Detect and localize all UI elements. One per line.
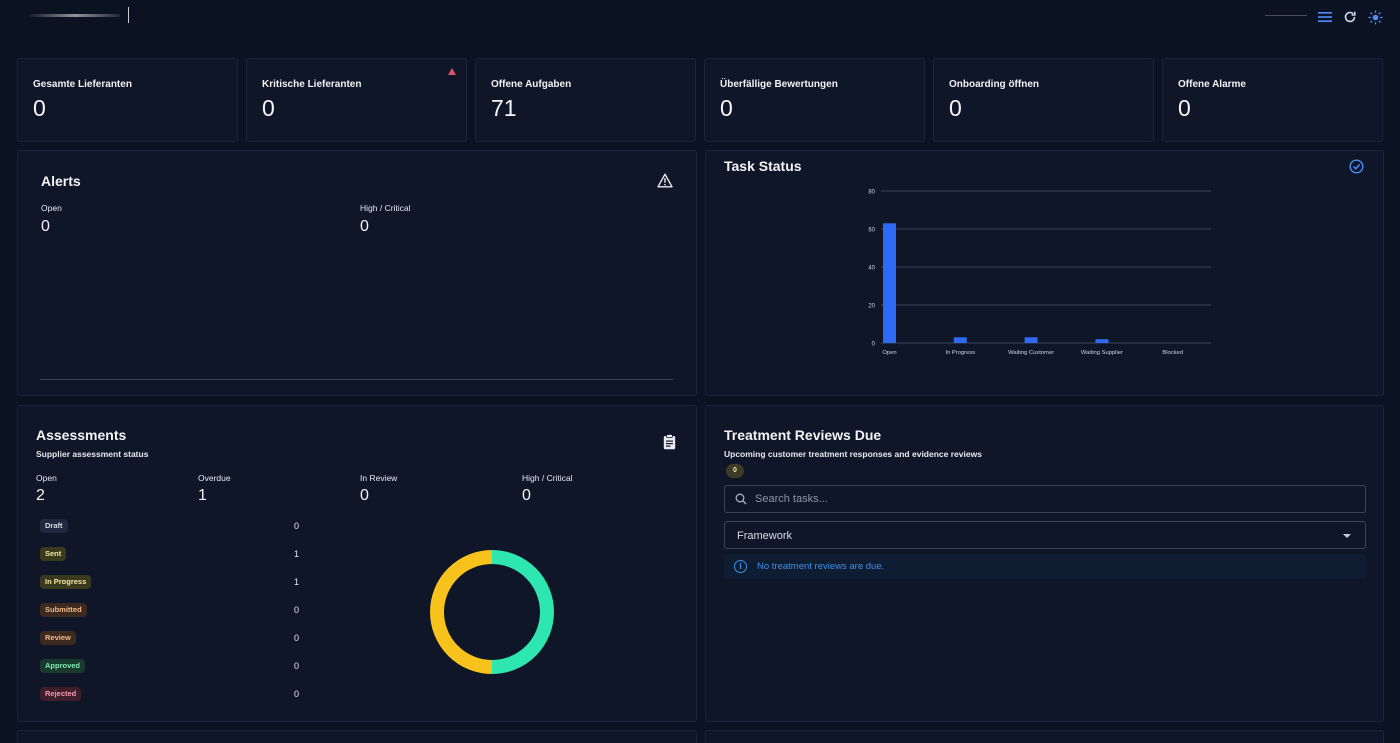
assessment-donut-chart [430,550,554,674]
kpi-overdue-value: 1 [198,487,207,504]
bar[interactable] [883,223,896,343]
status-pill[interactable]: Review [40,631,76,645]
empty-state-alert: i No treatment reviews are due. [724,554,1366,579]
clipboard-icon[interactable] [663,434,676,450]
alerts-baseline [40,379,673,380]
bottom-right-panel [705,730,1384,743]
status-pill[interactable]: In Progress [40,575,92,589]
donut-slice[interactable] [491,550,554,674]
stat-value: 0 [1178,95,1191,121]
stat-card-open-tasks[interactable]: Offene Aufgaben 71 [475,58,696,142]
status-count: 0 [294,689,300,699]
search-box[interactable] [724,485,1366,513]
stat-card-overdue-assessments[interactable]: Überfällige Bewertungen 0 [704,58,925,142]
alerts-high-label: High / Critical [360,203,411,213]
y-tick-label: 40 [868,266,875,272]
treatment-count-badge: 0 [726,464,744,478]
check-circle-icon[interactable] [1349,159,1364,174]
stat-card-open-alarms[interactable]: Offene Alarme 0 [1162,58,1383,142]
status-pill[interactable]: Approved [40,659,86,673]
stat-card-open-onboarding[interactable]: Onboarding öffnen 0 [933,58,1154,142]
menu-icon[interactable] [1316,8,1334,26]
stat-card-total-suppliers[interactable]: Gesamte Lieferanten 0 [17,58,238,142]
treatment-reviews-panel: Treatment Reviews Due Upcoming customer … [705,405,1384,722]
warning-icon [448,68,456,75]
assessments-subtitle: Supplier assessment status [36,449,149,459]
donut-slice[interactable] [430,550,493,674]
x-tick-label: Open [882,350,896,356]
status-count: 0 [294,633,300,643]
stat-card-critical-suppliers[interactable]: Kritische Lieferanten 0 [246,58,467,142]
status-pill[interactable]: Draft [40,519,68,533]
task-status-chart: 0 20 40 60 80 Open In Progress Waiting Customer… [868,190,1211,356]
refresh-icon[interactable] [1341,8,1359,26]
empty-state-message: No treatment reviews are due. [757,561,885,572]
status-count: 1 [294,577,300,587]
kpi-in-review-label: In Review [360,473,398,483]
stat-value: 0 [949,95,962,121]
stat-label: Überfällige Bewertungen [720,79,838,90]
status-count: 0 [294,605,300,615]
stat-value: 0 [262,95,275,121]
chevron-down-icon [1343,534,1351,538]
bar[interactable] [1095,339,1109,343]
info-icon: i [734,560,747,573]
stat-value: 0 [720,95,733,121]
search-icon [735,492,747,505]
stat-label: Onboarding öffnen [949,79,1039,90]
alerts-title: Alerts [41,173,81,189]
stat-label: Offene Aufgaben [491,79,572,90]
task-status-title: Task Status [724,158,802,174]
assessments-panel: Assessments Supplier assessment status O… [17,405,697,722]
treatment-subtitle: Upcoming customer treatment responses an… [724,449,982,459]
framework-select[interactable]: Framework [724,521,1366,549]
x-tick-label: Waiting Supplier [1081,350,1123,356]
status-count: 0 [294,661,300,671]
stat-value: 0 [33,95,46,121]
stat-label: Gesamte Lieferanten [33,79,132,90]
stat-value: 71 [491,95,517,121]
kpi-high-critical-label: High / Critical [522,473,573,483]
stat-label: Kritische Lieferanten [262,79,362,90]
kpi-in-review-value: 0 [360,487,369,504]
kpi-open-value: 2 [36,487,45,504]
x-tick-label: Waiting Customer [1008,350,1054,356]
task-status-panel: Task Status 0 20 40 60 80 Open In Progress Wait… [705,150,1384,396]
top-bar [0,0,1400,36]
status-pill[interactable]: Sent [40,547,67,561]
alerts-panel: Alerts Open 0 High / Critical 0 [17,150,697,396]
bottom-left-panel [17,730,697,743]
status-pill[interactable]: Rejected [40,687,82,701]
app-logo[interactable] [30,14,120,17]
y-tick-label: 60 [868,228,875,234]
framework-select-label: Framework [737,530,793,542]
kpi-high-critical-value: 0 [522,487,531,504]
bar[interactable] [1024,337,1038,343]
x-tick-label: Blocked [1162,350,1183,356]
y-tick-label: 80 [868,190,875,196]
theme-toggle-icon[interactable] [1366,8,1384,26]
y-tick-label: 20 [868,304,875,310]
logo-divider [128,7,129,23]
status-pill[interactable]: Submitted [40,603,87,617]
status-count: 1 [294,549,300,559]
status-count: 0 [294,521,300,531]
alerts-high-value: 0 [360,218,369,235]
treatment-title: Treatment Reviews Due [724,427,882,443]
warning-icon[interactable] [657,173,673,188]
kpi-open-label: Open [36,473,57,483]
search-input[interactable] [755,486,1355,512]
y-tick-label: 0 [872,342,876,348]
kpi-overdue-label: Overdue [198,473,231,483]
alerts-open-label: Open [41,203,62,213]
stat-label: Offene Alarme [1178,79,1246,90]
alerts-open-value: 0 [41,218,50,235]
assessments-title: Assessments [36,427,127,443]
header-decoration [1265,15,1307,16]
bar[interactable] [953,337,967,343]
x-tick-label: In Progress [945,350,975,356]
